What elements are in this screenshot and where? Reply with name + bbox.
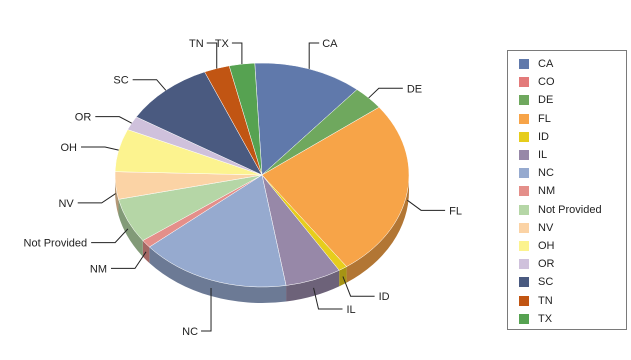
callout-line-or: [95, 116, 132, 124]
callout-line-nv: [77, 193, 116, 204]
pie-side-not-provided: [118, 199, 143, 257]
legend-swatch-nc: [519, 168, 529, 179]
callout-line-nm: [110, 251, 147, 269]
legend-label-sc: SC: [538, 276, 554, 289]
legend-label-fl: FL: [538, 112, 551, 125]
pie-side-nm: [142, 240, 150, 263]
legend-label-tx: TX: [538, 312, 553, 325]
legend-item-tn: TN: [519, 294, 553, 308]
callout-line-oh: [81, 146, 119, 151]
callout-label-not-provided: Not Provided: [24, 238, 88, 250]
legend-label-ca: CA: [538, 58, 554, 70]
legend-swatch-oh: [519, 241, 529, 251]
legend-swatch-fl: [519, 113, 529, 124]
legend-item-fl: FL: [519, 112, 551, 126]
legend-label-co: CO: [538, 76, 555, 89]
pie-side-il: [286, 270, 340, 302]
callout-label-sc: SC: [113, 75, 128, 87]
callout-line-tn: [206, 42, 218, 69]
callout-line-nc: [201, 288, 212, 332]
callout-line-de: [368, 87, 403, 99]
legend-swatch-tn: [519, 295, 529, 306]
callout-label-nc: NC: [182, 326, 198, 338]
chart-legend: CA CO DE FL ID IL NC NM Not Provided NV OH OR SC TN TX: [507, 50, 627, 330]
callout-line-fl: [406, 199, 446, 211]
legend-swatch-not-provided: [519, 204, 529, 215]
legend-label-il: IL: [538, 149, 548, 161]
legend-item-not-provided: Not Provided: [519, 203, 602, 217]
legend-swatch-il: [519, 150, 529, 160]
legend-item-nv: NV: [519, 221, 553, 235]
pie-slices: [114, 62, 410, 288]
pie-side-nc: [149, 246, 287, 304]
pie-slice-fl: [261, 106, 410, 267]
legend-item-nm: NM: [519, 184, 555, 198]
legend-label-nm: NM: [538, 185, 556, 198]
callout-label-oh: OH: [61, 142, 78, 154]
callout-label-or: OR: [75, 112, 92, 124]
legend-item-tx: TX: [519, 312, 552, 326]
legend-item-de: DE: [519, 93, 553, 107]
pie-side-fl: [346, 175, 409, 283]
callout-line-ca: [308, 42, 320, 69]
legend-item-il: IL: [519, 148, 547, 162]
legend-label-nc: NC: [538, 167, 554, 180]
legend-item-oh: OH: [519, 239, 555, 253]
callout-label-tx: TX: [215, 38, 230, 50]
callout-label-de: DE: [407, 83, 422, 95]
pie-slice-sc: [135, 71, 263, 176]
callout-line-not-provided: [91, 228, 129, 244]
legend-label-nv: NV: [538, 221, 554, 234]
callout-label-ca: CA: [322, 38, 338, 50]
callout-line-tx: [231, 42, 243, 65]
callout-line-id: [342, 276, 375, 297]
legend-item-sc: SC: [519, 275, 553, 289]
legend-swatch-de: [519, 95, 529, 106]
legend-item-or: OR: [519, 257, 555, 271]
callout-line-sc: [132, 79, 167, 91]
callout-label-il: IL: [346, 304, 355, 316]
callout-line-il: [313, 287, 343, 310]
legend-swatch-id: [519, 131, 529, 142]
legend-label-tn: TN: [538, 294, 553, 307]
legend-swatch-sc: [519, 277, 529, 288]
legend-item-ca: CA: [519, 57, 553, 71]
legend-item-co: CO: [519, 75, 555, 89]
legend-swatch-co: [519, 77, 529, 88]
pie-slice-ca: [254, 62, 358, 176]
legend-swatch-tx: [519, 313, 529, 324]
legend-item-id: ID: [519, 130, 549, 144]
legend-label-id: ID: [538, 130, 549, 143]
legend-item-nc: NC: [519, 166, 554, 180]
legend-swatch-or: [519, 259, 529, 270]
legend-label-not-provided: Not Provided: [538, 203, 602, 216]
callout-label-fl: FL: [449, 205, 462, 217]
callout-label-tn: TN: [189, 38, 204, 50]
pie-side-nv: [115, 175, 119, 216]
legend-swatch-nm: [519, 186, 529, 197]
pie-slice-nc: [148, 174, 287, 288]
pie-side-walls: [115, 175, 409, 304]
callout-label-nm: NM: [90, 263, 107, 275]
legend-label-oh: OH: [538, 240, 555, 252]
callout-label-id: ID: [379, 291, 390, 303]
pie-callouts: CA DE FL ID IL NC NM Not Provided NV OH OR SC TN TX: [24, 38, 462, 338]
legend-swatch-nv: [519, 222, 529, 233]
legend-label-de: DE: [538, 94, 554, 107]
callout-label-nv: NV: [58, 198, 74, 210]
legend-label-or: OR: [538, 258, 555, 271]
legend-swatch-ca: [519, 59, 529, 69]
